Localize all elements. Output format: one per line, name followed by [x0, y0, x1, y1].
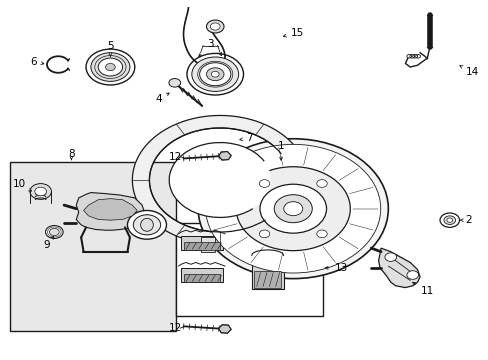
Circle shape: [259, 230, 269, 238]
Circle shape: [259, 180, 269, 187]
Circle shape: [274, 195, 312, 223]
Text: 12: 12: [168, 152, 182, 162]
Polygon shape: [218, 325, 231, 333]
Circle shape: [169, 143, 270, 217]
Polygon shape: [378, 248, 419, 288]
Circle shape: [168, 78, 180, 87]
Polygon shape: [200, 237, 215, 252]
Circle shape: [446, 218, 452, 222]
Circle shape: [186, 53, 243, 95]
Text: 14: 14: [459, 66, 478, 77]
Text: 1: 1: [277, 141, 284, 160]
Circle shape: [91, 53, 130, 81]
Circle shape: [443, 216, 455, 225]
Bar: [10, 162, 176, 330]
Text: 2: 2: [459, 215, 471, 225]
Polygon shape: [181, 235, 222, 250]
Text: 5: 5: [107, 41, 114, 56]
Text: 6: 6: [30, 57, 44, 67]
Text: 10: 10: [13, 179, 32, 191]
Circle shape: [283, 202, 302, 216]
Circle shape: [206, 20, 224, 33]
Circle shape: [406, 271, 418, 279]
Polygon shape: [183, 242, 220, 250]
Circle shape: [127, 211, 166, 239]
Polygon shape: [254, 271, 281, 288]
Circle shape: [105, 63, 115, 71]
Circle shape: [316, 230, 326, 238]
Circle shape: [316, 180, 326, 187]
Circle shape: [439, 213, 459, 227]
Circle shape: [211, 71, 219, 77]
Circle shape: [45, 226, 63, 238]
Circle shape: [236, 167, 349, 251]
Circle shape: [98, 58, 122, 76]
Text: 11: 11: [412, 282, 433, 296]
Polygon shape: [183, 274, 220, 282]
Ellipse shape: [137, 215, 157, 234]
Circle shape: [198, 139, 387, 279]
Circle shape: [260, 184, 326, 233]
Bar: [176, 223, 322, 316]
Circle shape: [30, 184, 51, 199]
Polygon shape: [218, 152, 231, 160]
Circle shape: [205, 144, 380, 273]
Polygon shape: [83, 199, 137, 220]
Text: 13: 13: [325, 263, 347, 273]
Text: 15: 15: [283, 28, 303, 38]
Polygon shape: [132, 116, 296, 244]
Circle shape: [86, 49, 135, 85]
Text: 9: 9: [43, 236, 54, 250]
Text: 12: 12: [168, 323, 182, 333]
Text: 4: 4: [156, 93, 169, 104]
Circle shape: [191, 57, 238, 91]
Circle shape: [133, 215, 160, 235]
Polygon shape: [181, 268, 222, 282]
Ellipse shape: [141, 219, 153, 231]
Circle shape: [384, 253, 396, 261]
Text: 8: 8: [68, 149, 75, 159]
Circle shape: [206, 68, 224, 81]
Polygon shape: [251, 255, 283, 289]
Circle shape: [199, 63, 230, 86]
Text: 7: 7: [239, 133, 252, 143]
Text: 3: 3: [206, 39, 213, 49]
Circle shape: [49, 228, 59, 235]
Polygon shape: [76, 193, 144, 230]
Circle shape: [210, 23, 220, 30]
Circle shape: [35, 187, 46, 196]
